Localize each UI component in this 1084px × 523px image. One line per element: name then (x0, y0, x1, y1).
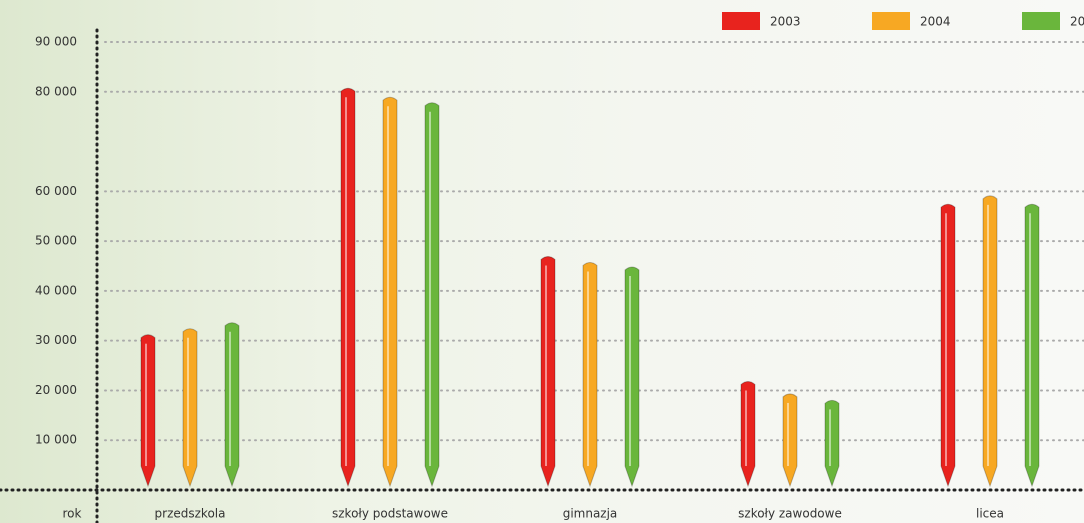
pencil-bar (782, 393, 798, 488)
y-tick-label: 60 000 (35, 184, 77, 198)
y-tick-label: 80 000 (35, 84, 77, 98)
y-tick-label: 40 000 (35, 283, 77, 297)
pencil-bar (940, 203, 956, 488)
pencil-bar (140, 334, 156, 488)
legend-swatch (722, 12, 760, 30)
pencil-bar (740, 380, 756, 488)
pencil-bar (624, 266, 640, 488)
legend-label: 2004 (920, 15, 951, 29)
pencil-bar (340, 87, 356, 488)
y-tick-label: 10 000 (35, 433, 77, 447)
y-tick-label: 30 000 (35, 333, 77, 347)
pencil-bar (424, 102, 440, 488)
legend-label: 2003 (770, 15, 801, 29)
pencil-bar (824, 399, 840, 488)
pencil-bar (182, 328, 198, 488)
legend-swatch (1022, 12, 1060, 30)
legend-swatch (872, 12, 910, 30)
pencil-bar (982, 195, 998, 488)
x-tick-label: licea (976, 507, 1004, 521)
pencil-bar (1024, 203, 1040, 488)
x-tick-label: gimnazja (563, 507, 618, 521)
legend-label: 2005 (1070, 15, 1084, 29)
y-tick-label: 90 000 (35, 35, 77, 49)
x-tick-label: przedszkola (155, 507, 226, 521)
pencil-bar (382, 96, 398, 488)
x-tick-label: szkoły zawodowe (738, 507, 842, 521)
y-tick-label: 50 000 (35, 234, 77, 248)
y-tick-label: 20 000 (35, 383, 77, 397)
pencil-bar (540, 256, 556, 488)
x-tick-label: szkoły podstawowe (332, 507, 448, 521)
x-axis-label: rok (63, 507, 82, 521)
pencil-bar (224, 322, 240, 488)
pencil-bar (582, 262, 598, 488)
